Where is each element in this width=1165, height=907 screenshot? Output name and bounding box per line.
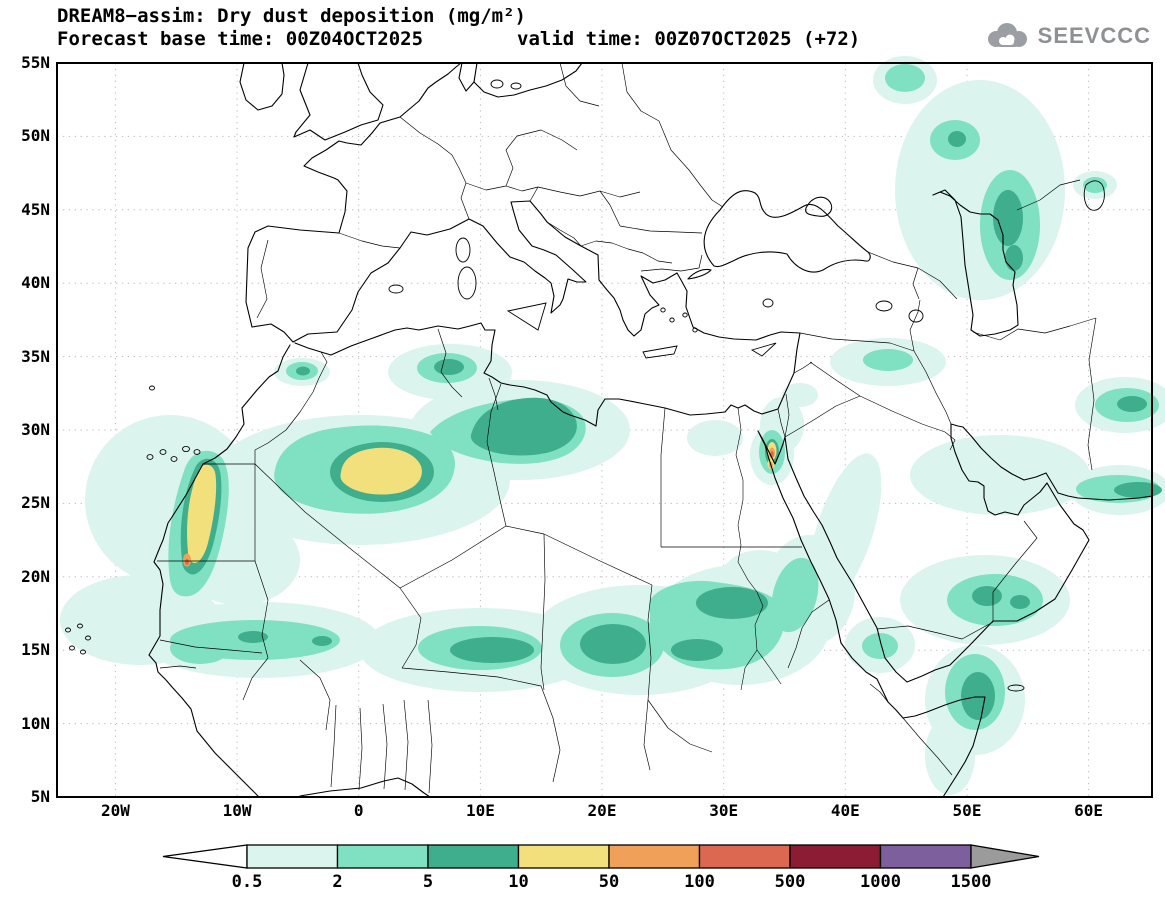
lon-label-10e: 10E — [465, 801, 495, 820]
lon-label-10w: 10W — [222, 801, 252, 820]
colorbar-segment-6 — [698, 844, 791, 869]
lat-label-35n: 35N — [21, 346, 50, 366]
map-frame — [56, 62, 1153, 798]
colorbar-tick-10: 10 — [508, 872, 529, 892]
colorbar-tick-500: 500 — [774, 872, 806, 892]
lat-label-45n: 45N — [21, 199, 50, 219]
lat-label-25n: 25N — [21, 493, 50, 513]
colorbar-tick-100: 100 — [684, 872, 715, 892]
colorbar-tick-50: 50 — [598, 872, 620, 892]
colorbar-tick-2: 2 — [332, 872, 343, 892]
base-time-text: Forecast base time: 00Z04OCT2025 — [57, 28, 424, 50]
lon-label-30e: 30E — [709, 801, 739, 820]
colorbar-segment-5 — [608, 844, 701, 869]
lon-label-20w: 20W — [100, 801, 130, 820]
lat-label-40n: 40N — [21, 273, 50, 293]
colorbar-segment-2 — [336, 844, 429, 869]
page-subtitle: Forecast base time: 00Z04OCT2025 valid ti… — [57, 28, 860, 51]
page-title: DREAM8−assim: Dry dust deposition (mg/m²… — [57, 5, 526, 27]
colorbar — [162, 844, 1040, 869]
lat-label-10n: 10N — [21, 713, 50, 733]
lat-label-50n: 50N — [21, 126, 50, 146]
colorbar-right-arrow — [970, 844, 1040, 869]
country-borders — [157, 62, 1097, 794]
lat-label-5n: 5N — [30, 787, 50, 806]
colorbar-left-arrow — [162, 844, 248, 869]
colorbar-segment-1 — [246, 844, 339, 869]
lat-label-30n: 30N — [21, 420, 50, 439]
colorbar-segment-4 — [517, 844, 610, 869]
islands-and-lakes — [65, 79, 1105, 692]
logo-text: SEEVCCC — [1037, 23, 1151, 48]
colorbar-tick-1500: 1500 — [950, 872, 992, 892]
rivers — [735, 407, 782, 691]
colorbar-tick-1000: 1000 — [860, 872, 901, 892]
lon-label-20e: 20E — [587, 801, 617, 820]
lon-label-60e: 60E — [1074, 801, 1104, 820]
cloud-icon — [987, 23, 1027, 47]
lon-label-40e: 40E — [830, 801, 860, 820]
lon-label-50e: 50E — [952, 801, 982, 820]
colorbar-segment-8 — [879, 844, 972, 869]
lat-label-55n: 55N — [21, 53, 50, 72]
lat-label-20n: 20N — [21, 566, 50, 586]
colorbar-segment-7 — [789, 844, 882, 869]
colorbar-segment-3 — [427, 844, 520, 869]
valid-time-text: valid time: 00Z07OCT2025 (+72) — [517, 28, 861, 50]
lon-label-0: 0 — [353, 801, 364, 820]
seevccc-logo: SEEVCCC — [982, 20, 1151, 52]
colorbar-tick-5: 5 — [422, 872, 434, 892]
coastlines — [148, 62, 1153, 798]
map-header: DREAM8−assim: Dry dust deposition (mg/m²… — [57, 5, 860, 51]
dust-level-10-50 — [187, 442, 777, 564]
lat-label-15n: 15N — [21, 640, 50, 660]
colorbar-tick-0p5: 0.5 — [231, 872, 263, 892]
